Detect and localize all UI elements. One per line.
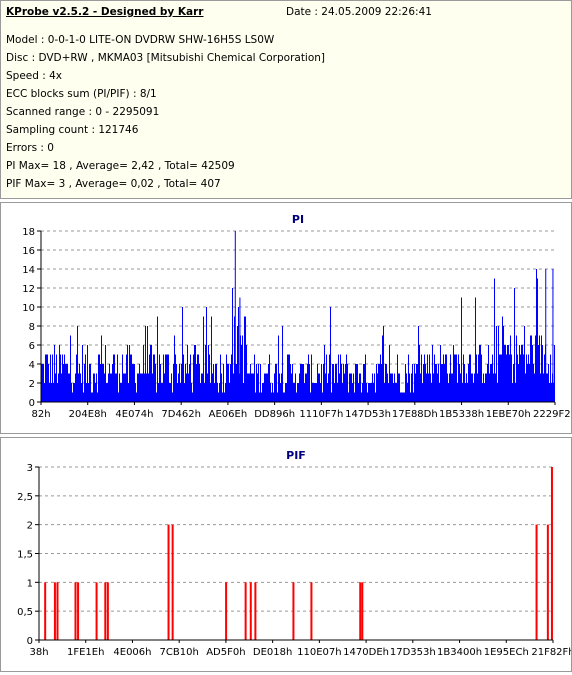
x-tick-label: 17D353h xyxy=(390,647,436,658)
app-title: KProbe v2.5.2 - Designed by Karr xyxy=(6,6,204,18)
x-tick-label: AE06Eh xyxy=(209,409,248,420)
x-tick-label: 4E074h xyxy=(115,409,153,420)
x-tick-label: DD896h xyxy=(254,409,295,420)
pif-chart: PIF 0 0,5 1 1,5 2 2,5 3 38h 1FE1Eh 4E006h 7CB10h AD5… xyxy=(17,449,572,658)
x-tick-label: 147D53h xyxy=(345,409,391,420)
y-tick-label: 10 xyxy=(22,303,35,314)
x-tick-label: AD5F0h xyxy=(206,647,245,658)
speed-info: Speed : 4x xyxy=(6,70,63,82)
x-tick-label: 82h xyxy=(31,409,50,420)
chart-title: PI xyxy=(292,213,304,226)
disc-info: Disc : DVD+RW , MKMA03 [Mitsubishi Chemi… xyxy=(6,52,326,64)
scan-date: Date : 24.05.2009 22:26:41 xyxy=(286,6,432,18)
x-tick-label: 1110F7h xyxy=(299,409,343,420)
pif-chart-panel: PIF 0 0,5 1 1,5 2 2,5 3 38h 1FE1Eh 4E006h 7CB10h AD5… xyxy=(0,437,572,672)
y-tick-label: 2 xyxy=(29,379,35,390)
x-tick-label: DE018h xyxy=(253,647,292,658)
y-tick-label: 6 xyxy=(29,341,35,352)
y-tick-label: 16 xyxy=(22,246,35,257)
x-tick-label: 2229F2h xyxy=(533,409,571,420)
x-tick-label: 38h xyxy=(29,647,48,658)
x-tick-label: 7CB10h xyxy=(160,647,199,658)
y-tick-label: 12 xyxy=(22,284,35,295)
y-tick-label: 1,5 xyxy=(17,550,33,561)
y-tick-label: 0 xyxy=(29,398,35,409)
x-tick-label: 1B5338h xyxy=(439,409,484,420)
y-tick-label: 2 xyxy=(27,521,33,532)
sampling-info: Sampling count : 121746 xyxy=(6,124,139,136)
y-tick-label: 0,5 xyxy=(17,607,33,618)
x-tick-label: 204E8h xyxy=(69,409,107,420)
y-tick-label: 3 xyxy=(27,463,33,474)
x-tick-label: 7D462h xyxy=(161,409,201,420)
pi-chart-panel: PI 0 2 4 6 8 10 12 14 16 18 82h 204E8h 4E074h 7D462h AE… xyxy=(0,202,572,434)
x-tick-label: 17E88Dh xyxy=(392,409,438,420)
chart-title: PIF xyxy=(286,449,306,462)
x-tick-label: 110E07h xyxy=(297,647,341,658)
info-panel: KProbe v2.5.2 - Designed by Karr Date : … xyxy=(0,0,572,199)
y-tick-label: 18 xyxy=(22,227,35,238)
drive-model: Model : 0-0-1-0 LITE-ON DVDRW SHW-16H5S … xyxy=(6,34,275,46)
y-tick-label: 2,5 xyxy=(17,492,33,503)
y-tick-label: 14 xyxy=(22,265,35,276)
ecc-info: ECC blocks sum (PI/PIF) : 8/1 xyxy=(6,88,157,100)
x-tick-label: 1FE1Eh xyxy=(67,647,104,658)
y-tick-label: 1 xyxy=(27,578,33,589)
y-tick-label: 8 xyxy=(29,322,35,333)
range-info: Scanned range : 0 - 2295091 xyxy=(6,106,160,118)
x-tick-label: 1EBE70h xyxy=(486,409,531,420)
pif-summary: PIF Max= 3 , Average= 0,02 , Total= 407 xyxy=(6,178,221,190)
x-tick-label: 1470DEh xyxy=(343,647,389,658)
x-tick-label: 1B3400h xyxy=(437,647,482,658)
y-tick-label: 4 xyxy=(29,360,35,371)
pi-summary: PI Max= 18 , Average= 2,42 , Total= 4250… xyxy=(6,160,235,172)
y-tick-label: 0 xyxy=(27,636,33,647)
pi-chart: PI 0 2 4 6 8 10 12 14 16 18 82h 204E8h 4E074h 7D462h AE… xyxy=(22,213,572,420)
errors-info: Errors : 0 xyxy=(6,142,54,154)
x-tick-label: 1E95ECh xyxy=(484,647,529,658)
x-tick-label: 4E006h xyxy=(113,647,151,658)
x-tick-label: 21F82Fh xyxy=(531,647,571,658)
